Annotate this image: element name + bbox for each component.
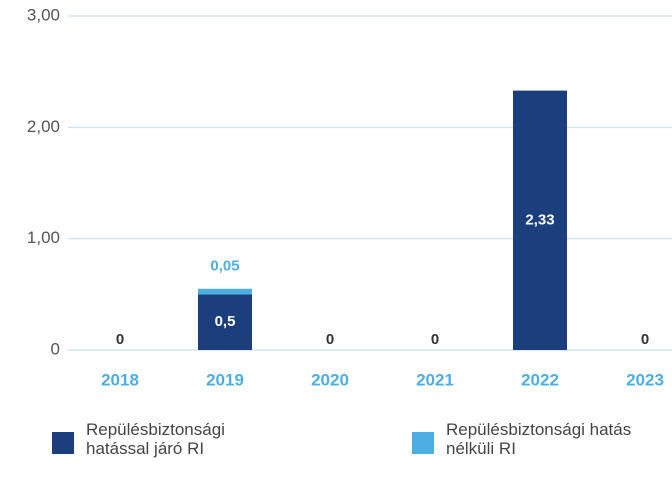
x-tick-label: 2021 [416,370,454,389]
x-tick-label: 2023 [626,370,664,389]
y-tick-label: 2,00 [27,117,60,136]
data-label: 0,5 [215,313,236,330]
legend-item: Repülésbiztonsági hatás nélküli RI [412,420,636,458]
data-label: 2,33 [525,211,554,228]
data-label: 0 [641,331,649,348]
x-tick-label: 2019 [206,370,244,389]
data-label: 0 [431,331,439,348]
legend-label: Repülésbiztonsági hatással járó RI [86,420,225,458]
chart: 0 1,00 2,00 3,00 2018 0 2019 0,5 0,05 2020 0 2021 0 2… [27,5,672,389]
legend-swatch [412,432,434,454]
bar [198,288,252,295]
data-label: 0 [116,331,124,348]
legend-swatch [52,432,74,454]
data-label: 0,05 [210,258,239,275]
legend-item: Repülésbiztonsági hatással járó RI [52,420,276,458]
y-tick-label: 1,00 [27,228,60,247]
legend-label: Repülésbiztonsági hatás nélküli RI [446,420,632,458]
x-tick-label: 2022 [521,370,559,389]
y-tick-label: 3,00 [27,5,60,24]
x-tick-label: 2018 [101,370,139,389]
y-tick-label: 0 [51,339,60,358]
x-tick-label: 2020 [311,370,349,389]
data-label: 0 [326,331,334,348]
bar [198,294,252,350]
bar [513,90,567,351]
